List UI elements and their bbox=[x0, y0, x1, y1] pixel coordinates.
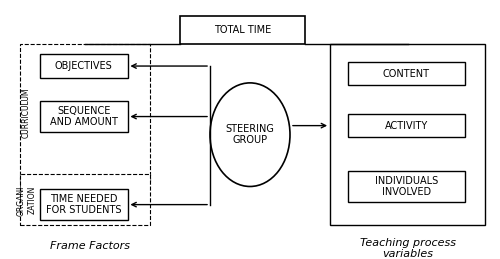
Text: ACTIVITY: ACTIVITY bbox=[384, 121, 428, 131]
Text: STEERING
GROUP: STEERING GROUP bbox=[226, 124, 274, 146]
FancyBboxPatch shape bbox=[348, 114, 465, 137]
Text: INDIVIDUALS
INVOLVED: INDIVIDUALS INVOLVED bbox=[374, 176, 438, 197]
FancyBboxPatch shape bbox=[40, 189, 128, 220]
FancyBboxPatch shape bbox=[40, 101, 128, 132]
Text: SEQUENCE
AND AMOUNT: SEQUENCE AND AMOUNT bbox=[50, 106, 117, 127]
Text: CURRICULUM: CURRICULUM bbox=[22, 88, 31, 138]
Ellipse shape bbox=[210, 83, 290, 186]
FancyBboxPatch shape bbox=[40, 54, 128, 78]
FancyBboxPatch shape bbox=[348, 62, 465, 85]
FancyBboxPatch shape bbox=[180, 16, 305, 44]
Text: TOTAL TIME: TOTAL TIME bbox=[214, 25, 271, 35]
Text: Teaching process
variables: Teaching process variables bbox=[360, 238, 456, 259]
FancyBboxPatch shape bbox=[20, 44, 150, 181]
Text: OBJECTIVES: OBJECTIVES bbox=[55, 61, 112, 71]
FancyBboxPatch shape bbox=[330, 44, 485, 225]
Text: TIME NEEDED
FOR STUDENTS: TIME NEEDED FOR STUDENTS bbox=[46, 194, 122, 215]
FancyBboxPatch shape bbox=[20, 174, 150, 225]
Text: ORGANI-
ZATION: ORGANI- ZATION bbox=[17, 183, 36, 216]
Text: CONTENT: CONTENT bbox=[383, 69, 430, 79]
Text: Frame Factors: Frame Factors bbox=[50, 241, 130, 251]
FancyBboxPatch shape bbox=[348, 171, 465, 202]
